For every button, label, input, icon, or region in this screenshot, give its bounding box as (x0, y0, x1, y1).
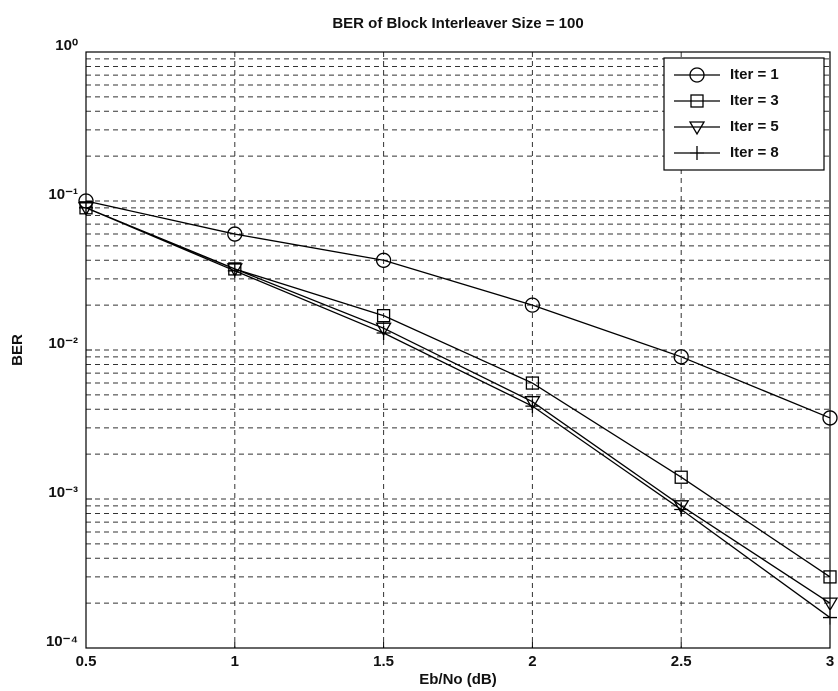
marker (823, 610, 837, 625)
marker (376, 309, 391, 323)
marker (823, 570, 837, 584)
x-tick-label: 1.5 (373, 653, 394, 670)
plot-frame (85, 51, 831, 649)
marker (673, 349, 689, 365)
legend-label: Iter = 3 (730, 92, 779, 109)
x-tick-label: 3 (826, 653, 834, 670)
series-line (85, 200, 831, 419)
x-axis-label: Eb/No (dB) (419, 671, 496, 688)
y-axis-label: BER (9, 334, 26, 366)
series-line (85, 207, 831, 619)
marker (822, 410, 838, 426)
chart-title: BER of Block Interleaver Size = 100 (332, 15, 583, 32)
x-tick-label: 2 (528, 653, 536, 670)
marker (227, 263, 242, 278)
x-tick-label: 2.5 (671, 653, 692, 670)
x-tick-label: 0.5 (76, 653, 97, 670)
marker (227, 226, 243, 242)
y-tick-label: 10⁰ (55, 37, 78, 54)
y-tick-label: 10⁻² (48, 335, 78, 352)
series-line (85, 207, 831, 604)
marker (525, 376, 540, 390)
y-tick-label: 10⁻³ (48, 484, 78, 501)
marker (524, 297, 541, 313)
legend-label: Iter = 5 (730, 118, 779, 135)
marker (376, 326, 391, 341)
marker (674, 470, 688, 484)
legend-marker (690, 146, 704, 160)
x-tick-label: 1 (231, 653, 239, 670)
legend-marker (690, 94, 704, 108)
marker (375, 252, 392, 268)
marker (79, 200, 93, 215)
marker (674, 502, 689, 517)
marker (375, 322, 392, 337)
marker (525, 399, 540, 414)
legend-label: Iter = 8 (730, 144, 779, 161)
legend-label: Iter = 1 (730, 66, 779, 83)
marker (524, 396, 541, 410)
y-tick-label: 10⁻⁴ (46, 633, 78, 650)
legend-marker (688, 121, 706, 136)
marker (821, 597, 838, 612)
y-tick-label: 10⁻¹ (48, 186, 78, 203)
legend-marker (689, 67, 705, 83)
